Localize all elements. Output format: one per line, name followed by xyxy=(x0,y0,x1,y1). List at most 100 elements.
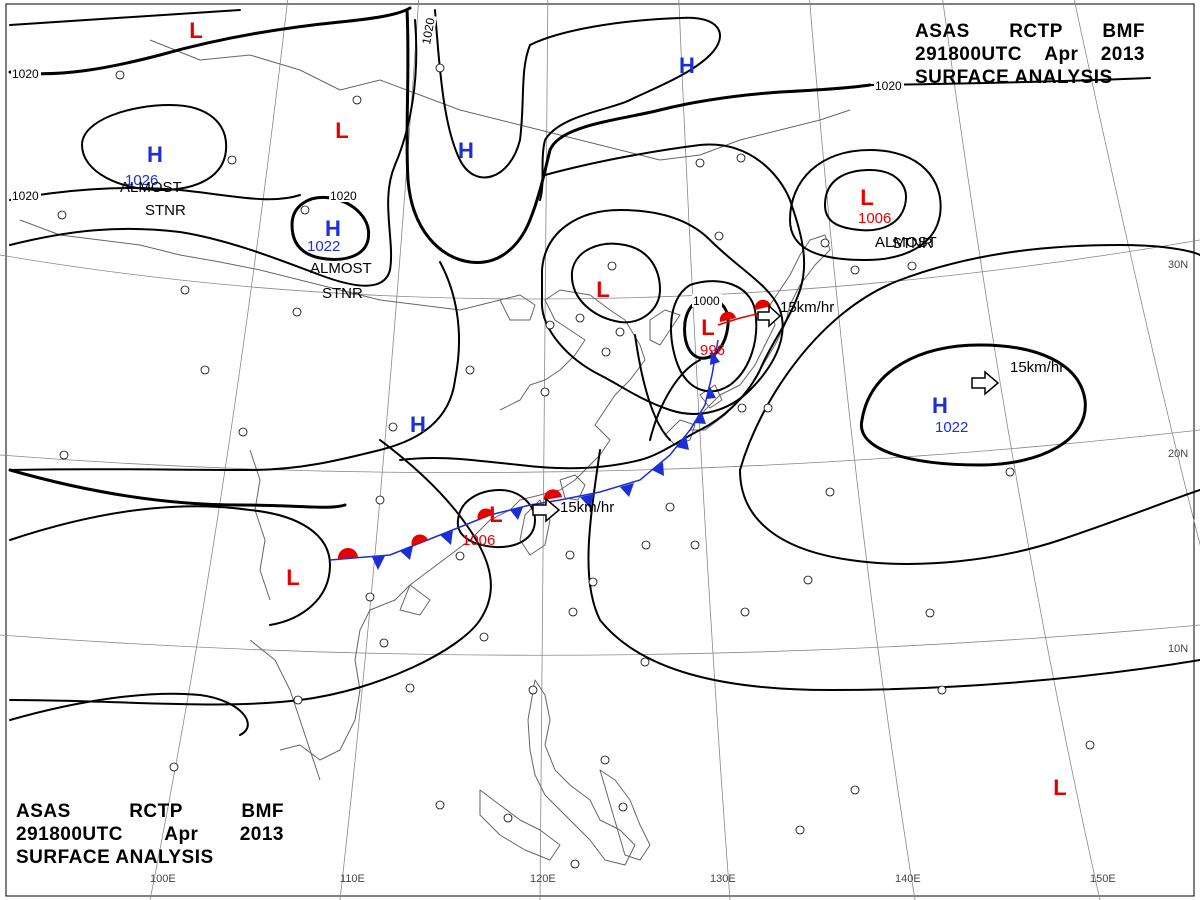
latitude-label: 20N xyxy=(1168,448,1188,460)
latitude-label: 10N xyxy=(1168,643,1188,655)
graticule-labels: 100E 110E 120E 130E 140E 150E 30N 20N 10N xyxy=(150,259,1188,885)
isobar-line xyxy=(9,505,331,626)
svg-text:1020: 1020 xyxy=(12,67,39,81)
low-marker: L xyxy=(335,118,348,143)
isobar-label: 1020 xyxy=(11,189,41,203)
isobar-line xyxy=(789,149,942,261)
front-line xyxy=(717,311,766,326)
motion-arrow-icon xyxy=(757,304,782,328)
motion-arrow-icon xyxy=(532,497,561,523)
center-pressure-value: 1022 xyxy=(307,238,340,255)
low-pressure-center: L xyxy=(189,18,202,43)
isobar-line xyxy=(540,209,784,415)
low-pressure-center: L xyxy=(286,565,299,590)
isobars xyxy=(8,6,1200,736)
agency-label: ASAS xyxy=(915,21,970,42)
center-motion-note: STNR xyxy=(145,202,186,219)
station-label: RCTP xyxy=(1009,21,1063,42)
chart-title-block-bottom: ASAS RCTP BMF 291800UTC Apr 2013 SURFACE… xyxy=(16,800,284,869)
chart-title-block: ASAS RCTP BMF 291800UTC Apr 2013 SURFACE… xyxy=(915,20,1145,89)
isobar-line xyxy=(405,8,872,264)
isobar-line xyxy=(9,19,418,287)
isobar-line xyxy=(739,244,1200,471)
high-marker: H xyxy=(679,53,695,78)
low-pressure-center: L 1006 15km/hr xyxy=(462,499,614,549)
isobar-line xyxy=(434,9,721,201)
isobar-line xyxy=(649,359,701,441)
month-label: Apr xyxy=(1044,44,1079,65)
center-pressure-value: 1022 xyxy=(935,419,968,436)
center-motion-speed: 15km/hr xyxy=(1010,359,1064,376)
low-marker: L xyxy=(701,315,714,340)
valid-time-label: 291800UTC xyxy=(915,44,1022,65)
high-pressure-center: H xyxy=(679,53,695,78)
low-pressure-center: L 996 15km/hr xyxy=(700,299,834,359)
isobar-line xyxy=(8,468,347,509)
center-pressure-value: 1026 xyxy=(125,172,158,189)
high-marker: H xyxy=(325,216,341,241)
low-marker: L xyxy=(596,277,609,302)
low-marker: L xyxy=(286,565,299,590)
product-label: SURFACE ANALYSIS xyxy=(915,67,1113,88)
svg-text:1020: 1020 xyxy=(330,189,357,203)
isobar-line xyxy=(670,280,758,393)
isobar-line xyxy=(399,143,806,470)
isobar-label: 1020 xyxy=(874,79,904,93)
latitude-label: 30N xyxy=(1168,259,1188,271)
isobar-line xyxy=(859,343,1087,467)
station-label: RCTP xyxy=(129,801,183,822)
high-marker: H xyxy=(147,142,163,167)
svg-text:1000: 1000 xyxy=(693,294,720,308)
pressure-centers: H1026ALMOSTSTNRH1022ALMOSTSTNRHHHH102215… xyxy=(120,18,1067,800)
isobar-line xyxy=(81,104,228,191)
longitude-label: 150E xyxy=(1090,873,1116,885)
fronts xyxy=(329,299,771,570)
center-motion-note: STNR xyxy=(322,285,363,302)
month-label: Apr xyxy=(164,824,199,845)
office-label: BMF xyxy=(241,801,284,822)
svg-text:1020: 1020 xyxy=(12,189,39,203)
low-pressure-center: L xyxy=(596,277,609,302)
office-label: BMF xyxy=(1102,21,1145,42)
isobar-label: 1000 xyxy=(692,294,722,308)
isobar-line xyxy=(739,469,1200,565)
isobar-line xyxy=(8,6,412,76)
center-motion-note: ALMOST xyxy=(120,179,182,196)
high-marker: H xyxy=(932,393,948,418)
isobar-line xyxy=(290,195,371,261)
low-marker: L xyxy=(189,18,202,43)
isobar-line xyxy=(9,261,460,471)
isobar-line xyxy=(587,449,1200,691)
isobar-label: 1020 xyxy=(11,67,41,81)
coastlines xyxy=(19,39,851,866)
center-motion-speed: 15km/hr xyxy=(780,299,834,316)
isobar-line xyxy=(683,297,730,360)
longitude-label: 110E xyxy=(340,873,365,885)
high-pressure-center: H xyxy=(458,138,474,163)
isobar-line xyxy=(824,169,907,232)
cold-front-triangles xyxy=(372,350,720,570)
svg-text:1020: 1020 xyxy=(875,79,902,93)
isobar-label: 1020 xyxy=(329,189,359,203)
motion-arrow-icon xyxy=(971,370,1000,396)
longitude-label: 100E xyxy=(150,873,176,885)
motion-arrows xyxy=(532,304,1000,523)
svg-text:1020: 1020 xyxy=(419,16,437,45)
year-label: 2013 xyxy=(239,824,284,845)
isobar-labels: 1020 1020 1020 1020 1020 1000 xyxy=(11,14,904,308)
longitude-label: 120E xyxy=(530,873,556,885)
center-motion-speed: 15km/hr xyxy=(560,499,614,516)
valid-time-label: 291800UTC xyxy=(16,824,123,845)
low-pressure-center: L xyxy=(335,118,348,143)
agency-label: ASAS xyxy=(16,801,71,822)
center-pressure-value: 1006 xyxy=(462,532,495,549)
low-pressure-center: L xyxy=(1053,775,1066,800)
year-label: 2013 xyxy=(1100,44,1145,65)
high-marker: H xyxy=(410,412,426,437)
longitude-label: 140E xyxy=(895,873,921,885)
